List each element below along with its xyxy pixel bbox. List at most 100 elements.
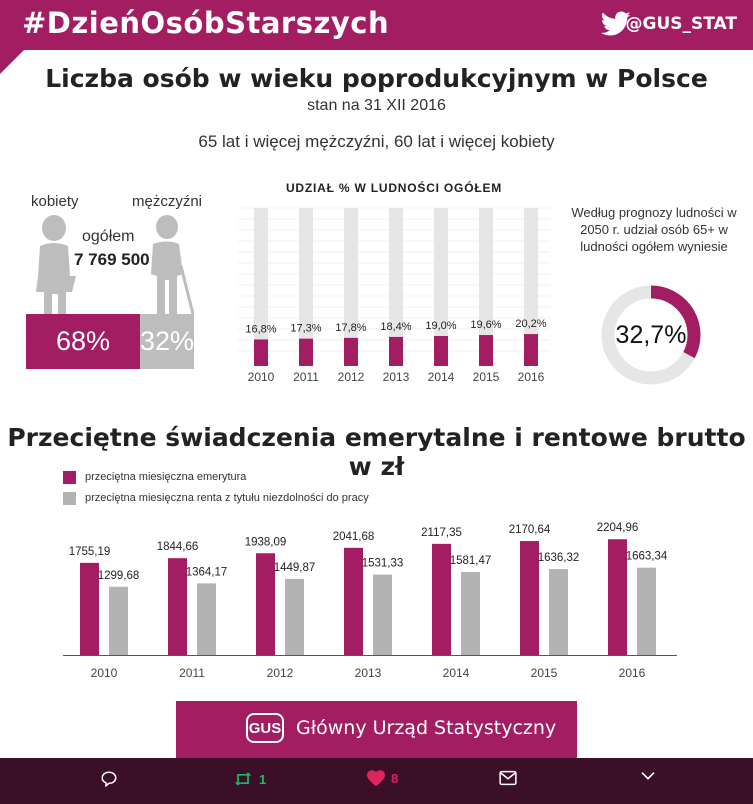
share-chart-title: UDZIAŁ % W LUDNOŚCI OGÓŁEM [285, 181, 503, 195]
benefit-bar [637, 567, 656, 655]
share-value-label: 17,3% [290, 323, 321, 335]
benefit-value-label: 1364,17 [186, 566, 228, 578]
hashtag-title[interactable]: #DzieńOsóbStarszych [22, 6, 390, 40]
benefit-bar [373, 574, 392, 655]
share-value-label: 17,8% [335, 322, 366, 334]
legend-label-disability: przeciętna miesięczna renta z tytułu nie… [85, 492, 369, 504]
retweet-icon [234, 772, 252, 786]
benefit-value-label: 2204,96 [597, 522, 639, 534]
share-year-label: 2010 [248, 370, 275, 384]
share-bar [389, 336, 403, 366]
heart-icon [367, 770, 385, 787]
benefit-bar [461, 571, 480, 655]
men-label: mężczyźni [132, 193, 203, 210]
benefit-value-label: 2170,64 [509, 524, 551, 536]
track-bar [524, 208, 538, 366]
share-year-label: 2015 [473, 370, 500, 384]
benefit-bar [432, 543, 451, 655]
share-bar [344, 337, 358, 366]
benefit-year-label: 2014 [443, 666, 470, 680]
header-banner [0, 0, 753, 50]
track-bar [389, 208, 403, 366]
benefit-value-label: 1636,32 [538, 552, 580, 564]
chevron-down-icon [641, 772, 655, 780]
benefit-value-label: 1299,68 [98, 570, 140, 582]
subtitle-date: stan na 31 XII 2016 [307, 97, 446, 114]
benefit-year-label: 2016 [619, 666, 646, 680]
share-bar [434, 335, 448, 366]
share-year-label: 2016 [518, 370, 545, 384]
track-bar [344, 208, 358, 366]
share-year-label: 2014 [428, 370, 455, 384]
donut-value-label: 32,7% [616, 321, 687, 349]
total-value: 7 769 500 [74, 250, 150, 269]
man-silhouette-icon [151, 215, 195, 314]
benefit-bar [256, 553, 275, 655]
woman-silhouette-icon [36, 215, 76, 314]
benefits-chart: 1755,19 1299,68 2010 1844,66 1364,17 2011 1938… [63, 522, 677, 680]
benefit-bar [520, 541, 539, 655]
benefit-bar [285, 578, 304, 655]
age-definition-note: 65 lat i więcej mężczyźni, 60 lat i więc… [198, 132, 555, 151]
share-bar [524, 334, 538, 366]
share-value-label: 20,2% [515, 318, 546, 330]
track-bar [434, 208, 448, 366]
track-bar [254, 208, 268, 366]
benefit-bar [80, 562, 99, 655]
benefit-bar [109, 586, 128, 655]
benefit-value-label: 1581,47 [450, 555, 492, 567]
men-percent-box: 32% [140, 314, 194, 369]
legend-swatch-disability [63, 492, 76, 505]
benefit-value-label: 2041,68 [333, 531, 375, 543]
envelope-icon [499, 770, 517, 786]
women-label: kobiety [31, 193, 79, 210]
donut-value-arc [601, 285, 701, 385]
retweet-button[interactable]: 1 [233, 770, 266, 788]
gus-org-name: Główny Urząd Statystyczny [296, 717, 557, 739]
women-percent-box: 68% [26, 314, 140, 369]
benefit-year-label: 2015 [531, 666, 558, 680]
benefits-chart-title: Przeciętne świadczenia emerytalne i rent… [7, 423, 746, 481]
reply-button[interactable] [100, 770, 118, 788]
share-year-label: 2011 [293, 370, 319, 384]
total-label: ogółem [82, 228, 135, 245]
benefit-bar [608, 539, 627, 655]
header-corner [0, 50, 24, 74]
reply-icon [101, 771, 117, 788]
more-button[interactable] [640, 770, 656, 782]
benefit-value-label: 2117,35 [421, 527, 462, 539]
share-chart: 16,8% 2010 17,3% 2011 17,8% 2012 18,4% 2013 19,0… [238, 207, 550, 384]
benefit-bar [344, 547, 363, 655]
benefit-bar [197, 583, 216, 655]
benefit-value-label: 1938,09 [245, 536, 287, 548]
benefit-value-label: 1449,87 [274, 562, 316, 574]
message-button[interactable] [499, 770, 517, 786]
benefit-value-label: 1755,19 [69, 546, 111, 558]
legend-label-pension: przeciętna miesięczna emerytura [85, 471, 247, 483]
prognosis-text: Według prognozy ludności w 2050 r. udzia… [571, 205, 737, 254]
gus-logo: GUS [246, 713, 284, 743]
benefit-value-label: 1663,34 [626, 551, 668, 563]
account-handle[interactable]: @GUS_STAT [625, 14, 737, 34]
benefit-year-label: 2011 [179, 666, 205, 680]
gus-banner [176, 701, 577, 758]
benefit-year-label: 2013 [355, 666, 382, 680]
main-title: Liczba osób w wieku poprodukcyjnym w Pol… [45, 64, 708, 93]
benefit-year-label: 2010 [91, 666, 118, 680]
share-bar [254, 339, 268, 366]
twitter-bird-icon [601, 11, 631, 36]
prognosis-donut: 32,7% [601, 285, 701, 385]
retweet-count: 1 [259, 771, 267, 787]
share-bar [299, 338, 313, 366]
track-bar [479, 208, 493, 366]
share-value-label: 16,8% [245, 323, 276, 335]
benefit-value-label: 1844,66 [157, 541, 199, 553]
share-year-label: 2012 [338, 370, 365, 384]
legend-swatch-pension [63, 471, 76, 484]
benefit-bar [549, 569, 568, 655]
share-value-label: 19,0% [425, 320, 456, 332]
benefit-year-label: 2012 [267, 666, 294, 680]
benefit-value-label: 1531,33 [362, 558, 404, 570]
track-bar [299, 208, 313, 366]
like-button[interactable]: 8 [367, 770, 398, 787]
